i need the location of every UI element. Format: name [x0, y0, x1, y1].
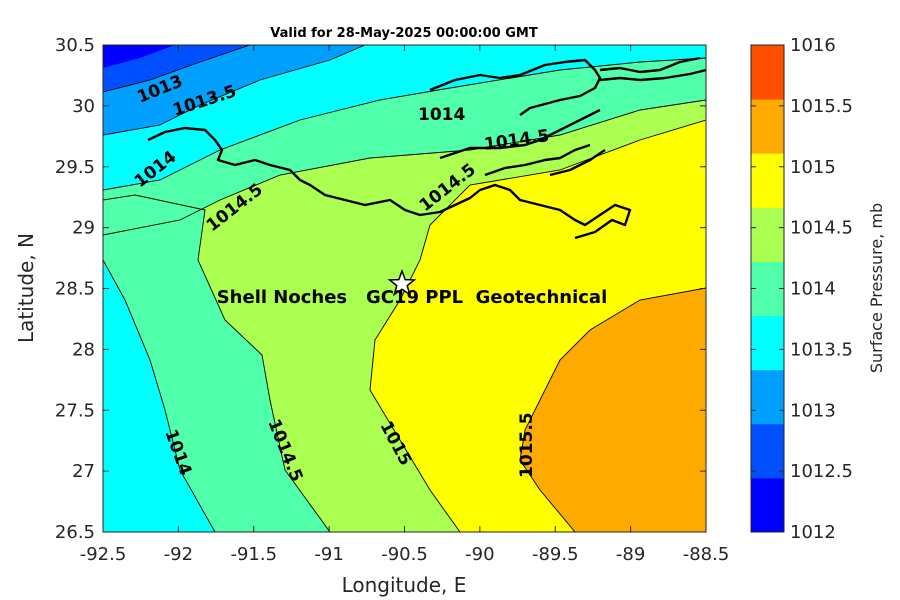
band-1015-5 [520, 288, 706, 532]
colorbar-tick-label: 1013 [790, 400, 836, 421]
coastline [147, 56, 706, 240]
colorbar-swatch [751, 207, 784, 262]
y-tick-label: 29.5 [55, 157, 95, 178]
colorbar-tick-label: 1014 [790, 279, 836, 300]
x-tick-label: -88.5 [683, 544, 730, 565]
colorbar-swatch [751, 477, 784, 533]
colorbar: 1016 1015.5 1015 1014.5 1014 1013.5 1013 1012.5… [750, 35, 853, 543]
colorbar-label: Surface Pressure, mb [867, 203, 886, 373]
colorbar-tick-label: 1016 [790, 35, 836, 56]
x-tick-label: -92 [164, 544, 193, 565]
colorbar-swatch [751, 99, 784, 154]
band-1013-5-west [103, 260, 215, 532]
colorbar-tick-label: 1015.5 [790, 96, 853, 117]
x-tick-label: -89.5 [532, 544, 579, 565]
y-tick-label: 28.5 [55, 279, 95, 300]
y-axis-label: Latitude, N [14, 233, 38, 343]
x-tick-label: -90.5 [381, 544, 428, 565]
y-tick-label: 26.5 [55, 522, 95, 543]
y-tick-label: 28 [72, 339, 95, 360]
y-tick-label: 30 [72, 96, 95, 117]
figure-title: Valid for 28-May-2025 00:00:00 GMT [270, 26, 538, 41]
colorbar-swatch [751, 261, 784, 317]
colorbar-swatch [751, 153, 784, 208]
colorbar-swatch [751, 369, 784, 425]
y-tick-label: 30.5 [55, 35, 95, 56]
colorbar-swatch [751, 315, 784, 371]
x-tick-label: -91.5 [230, 544, 277, 565]
band-1012 [103, 45, 175, 68]
x-tick-label: -92.5 [80, 544, 127, 565]
site-annotation: Shell Noches GC19 PPL Geotechnical [217, 287, 608, 308]
x-axis: -92.5 -92 -91.5 -91 -90.5 -90 -89.5 -89 -88.5 [80, 45, 730, 565]
y-tick-label: 27 [72, 461, 95, 482]
y-tick-label: 27.5 [55, 400, 95, 421]
contour-label: 1014 [418, 105, 465, 125]
x-tick-label: -91 [314, 544, 343, 565]
colorbar-swatch [751, 423, 784, 479]
colorbar-tick-label: 1015 [790, 157, 836, 178]
y-axis: 30.5 30 29.5 29 28.5 28 27.5 27 26.5 [55, 35, 706, 543]
colorbar-tick-label: 1012.5 [790, 461, 853, 482]
y-tick-label: 29 [72, 218, 95, 239]
x-tick-label: -89 [616, 544, 645, 565]
colorbar-swatch [751, 45, 784, 100]
x-tick-label: -90 [465, 544, 494, 565]
colorbar-tick-label: 1014.5 [790, 218, 853, 239]
x-axis-label: Longitude, E [342, 573, 467, 597]
contour-label: 1015.5 [517, 412, 537, 478]
site-star-marker [387, 268, 417, 297]
plot-area: 1013 1013.5 1014 1014 1014.5 1014.5 1014… [103, 45, 706, 532]
colorbar-tick-label: 1013.5 [790, 339, 853, 360]
colorbar-tick-label: 1012 [790, 522, 836, 543]
